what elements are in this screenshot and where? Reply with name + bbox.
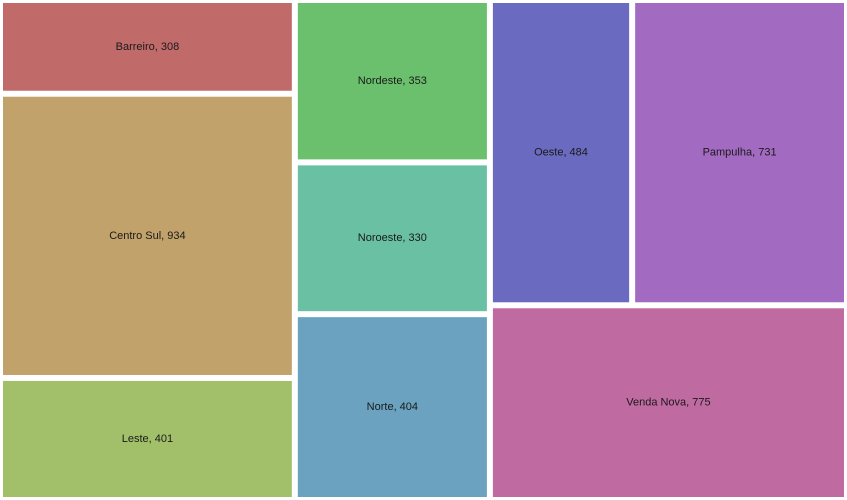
treemap-cell-centro-sul: Centro Sul, 934 — [3, 96, 292, 375]
treemap-label-nordeste: Nordeste, 353 — [358, 75, 427, 87]
treemap-cell-pampulha: Pampulha, 731 — [635, 3, 844, 303]
treemap-rect-norte — [297, 317, 487, 497]
treemap-label-pampulha: Pampulha, 731 — [703, 147, 777, 159]
treemap-cell-noroeste: Noroeste, 330 — [297, 165, 487, 312]
treemap-cell-nordeste: Nordeste, 353 — [297, 3, 487, 160]
treemap-rect-oeste — [492, 3, 630, 303]
treemap-cell-oeste: Oeste, 484 — [492, 3, 630, 303]
treemap-rect-centro-sul — [3, 96, 292, 375]
treemap-rect-leste — [3, 380, 292, 497]
treemap-label-centro-sul: Centro Sul, 934 — [109, 230, 185, 242]
treemap-label-norte: Norte, 404 — [367, 401, 418, 413]
treemap-label-noroeste: Noroeste, 330 — [358, 232, 427, 244]
treemap-label-leste: Leste, 401 — [122, 433, 173, 445]
treemap-cell-leste: Leste, 401 — [3, 380, 292, 497]
treemap-rect-barreiro — [3, 3, 292, 91]
treemap-cell-venda-nova: Venda Nova, 775 — [492, 308, 844, 497]
treemap-rect-nordeste — [297, 3, 487, 160]
treemap-cell-norte: Norte, 404 — [297, 317, 487, 497]
treemap-label-barreiro: Barreiro, 308 — [116, 41, 180, 53]
treemap-cell-barreiro: Barreiro, 308 — [3, 3, 292, 91]
treemap-rect-pampulha — [635, 3, 844, 303]
treemap-rect-venda-nova — [492, 308, 844, 497]
treemap-label-venda-nova: Venda Nova, 775 — [626, 397, 710, 409]
treemap-label-oeste: Oeste, 484 — [534, 147, 588, 159]
treemap-rect-noroeste — [297, 165, 487, 312]
